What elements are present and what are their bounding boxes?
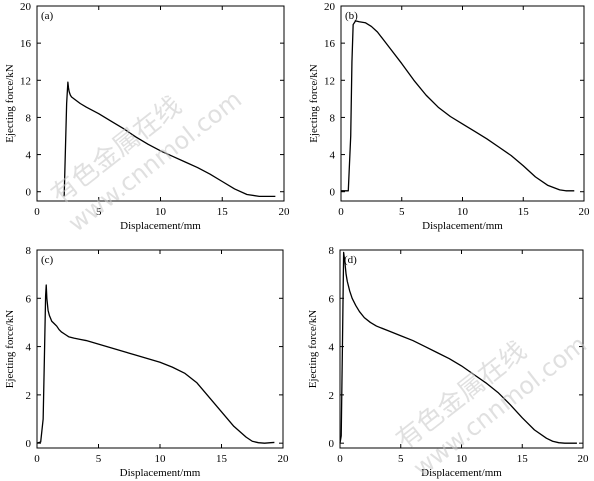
series-line-a (63, 81, 276, 198)
x-tick-label-a: 15 (217, 206, 229, 218)
x-tick-label-a: 0 (34, 206, 40, 218)
y-tick-label-d: 2 (329, 390, 335, 402)
panel-tag-c: (c) (41, 254, 54, 266)
y-tick-label-a: 8 (26, 112, 32, 124)
x-tick-label-c: 15 (216, 453, 228, 465)
panel-b: 0 5 10 15 20 0 4 8 12 16 20 Displacement/mm Ejecting… (308, 1, 590, 232)
x-tick-label-d: 10 (456, 453, 468, 465)
y-tick-label-b: 16 (324, 38, 336, 50)
y-tick-label-b: 12 (324, 75, 335, 87)
x-tick-label-c: 5 (96, 453, 102, 465)
series-line-c (36, 284, 275, 444)
panel-tag-a: (a) (41, 10, 54, 22)
panel-c: 0 5 10 15 20 0 2 4 6 8 Displacement/mm Ejecting for… (4, 245, 289, 479)
x-tick-label-b: 5 (399, 206, 405, 218)
x-tick-label-b: 0 (338, 206, 344, 218)
y-tick-label-a: 4 (26, 150, 32, 162)
panels: 0 5 10 15 20048121620Displacement/mmEjecting… (4, 1, 590, 479)
y-tick-label-c: 6 (26, 293, 32, 305)
x-axis-title-a: Displacement/mm (120, 220, 201, 232)
y-tick-label-b: 4 (330, 150, 336, 162)
y-axis-title-a: Ejecting force/kN (4, 64, 16, 143)
x-tick-label-d: 15 (517, 453, 529, 465)
panel-tag-b: (b) (345, 10, 358, 22)
y-tick-label-a: 12 (20, 75, 31, 87)
y-tick-label-d: 8 (329, 245, 335, 257)
y-tick-label-b: 0 (330, 187, 336, 199)
x-tick-label-b: 10 (457, 206, 469, 218)
panel-d: 0 5 10 15 20 0 2 4 6 8 Displacement/mm Ejecting for… (307, 245, 589, 479)
x-tick-label-b: 15 (518, 206, 530, 218)
x-axis-title-d: Displacement/mm (421, 467, 502, 479)
x-tick-label-d: 20 (578, 453, 590, 465)
x-tick-label-a: 5 (96, 206, 102, 218)
series-line-b (341, 20, 575, 192)
panel-tag-d: (d) (344, 254, 357, 266)
x-tick-label-b: 20 (579, 206, 591, 218)
panel-a: 0 5 10 15 20 0 4 8 12 16 20 Displacement/mm Ejecting… (4, 1, 290, 232)
y-tick-label-d: 4 (329, 342, 335, 354)
x-tick-label-c: 0 (34, 453, 40, 465)
x-axis-title-b: Displacement/mm (422, 220, 503, 232)
y-axis-title-c: Ejecting force/kN (4, 310, 16, 389)
y-tick-label-b: 8 (330, 112, 336, 124)
y-tick-label-c: 8 (26, 245, 32, 257)
y-tick-label-c: 0 (26, 438, 32, 450)
x-tick-label-a: 20 (279, 206, 291, 218)
y-axis-title-d: Ejecting force/kN (307, 310, 319, 389)
y-tick-label-b: 20 (324, 1, 336, 13)
y-tick-label-c: 4 (26, 342, 32, 354)
x-tick-label-a: 10 (155, 206, 167, 218)
y-tick-label-a: 20 (20, 1, 32, 13)
x-tick-label-c: 10 (155, 453, 167, 465)
y-tick-label-a: 0 (26, 187, 32, 199)
y-tick-label-d: 6 (329, 293, 335, 305)
x-tick-label-d: 0 (337, 453, 343, 465)
y-axis-title-b: Ejecting force/kN (308, 64, 320, 143)
x-axis-title-c: Displacement/mm (120, 467, 201, 479)
y-tick-label-c: 2 (26, 390, 32, 402)
x-tick-label-d: 5 (398, 453, 404, 465)
y-tick-label-a: 16 (20, 38, 32, 50)
y-tick-label-d: 0 (329, 438, 335, 450)
series-line-d (339, 251, 577, 444)
x-tick-label-c: 20 (278, 453, 290, 465)
